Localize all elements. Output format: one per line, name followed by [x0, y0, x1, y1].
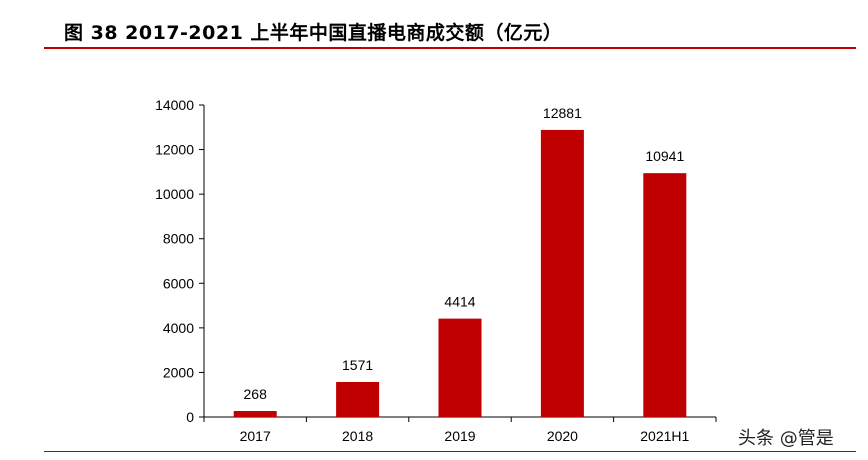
x-axis: 2017 2018 2019 2020 2021H1 — [203, 416, 717, 444]
chart-title: 图 38 2017-2021 上半年中国直播电商成交额（亿元） — [64, 22, 563, 44]
y-tick-label: 10000 — [155, 186, 194, 202]
y-tick-label: 4000 — [163, 320, 194, 336]
x-tick-label-2017: 2017 — [240, 428, 271, 444]
x-tick-label-2020: 2020 — [547, 428, 578, 444]
data-label-2021H1: 10941 — [645, 148, 684, 164]
data-label-2020: 12881 — [543, 105, 582, 121]
title-rule — [44, 47, 856, 49]
bar-2018 — [336, 381, 380, 417]
y-tick-label: 8000 — [163, 231, 194, 247]
y-tick-label: 12000 — [155, 142, 194, 158]
bar-2017 — [233, 411, 277, 417]
bar-2019 — [438, 318, 482, 417]
x-tick-label-2019: 2019 — [444, 428, 475, 444]
watermark-text: 头条 @管是 — [738, 428, 834, 449]
data-labels: 268 1571 4414 12881 10941 — [244, 105, 685, 402]
y-tick-label: 2000 — [163, 364, 194, 380]
bars — [233, 129, 687, 417]
y-tick-label: 14000 — [155, 97, 194, 113]
y-axis: 0 2000 4000 6000 8000 10000 12000 14000 — [155, 97, 205, 425]
x-tick-label-2018: 2018 — [342, 428, 373, 444]
data-label-2018: 1571 — [342, 357, 373, 373]
footer-rule — [44, 451, 856, 452]
x-tick-label-2021H1: 2021H1 — [640, 428, 689, 444]
data-label-2019: 4414 — [444, 294, 475, 310]
y-tick-label: 0 — [186, 409, 194, 425]
data-label-2017: 268 — [244, 386, 268, 402]
bar-2020 — [540, 129, 584, 417]
y-tick-label: 6000 — [163, 275, 194, 291]
bar-2021H1 — [643, 173, 687, 417]
